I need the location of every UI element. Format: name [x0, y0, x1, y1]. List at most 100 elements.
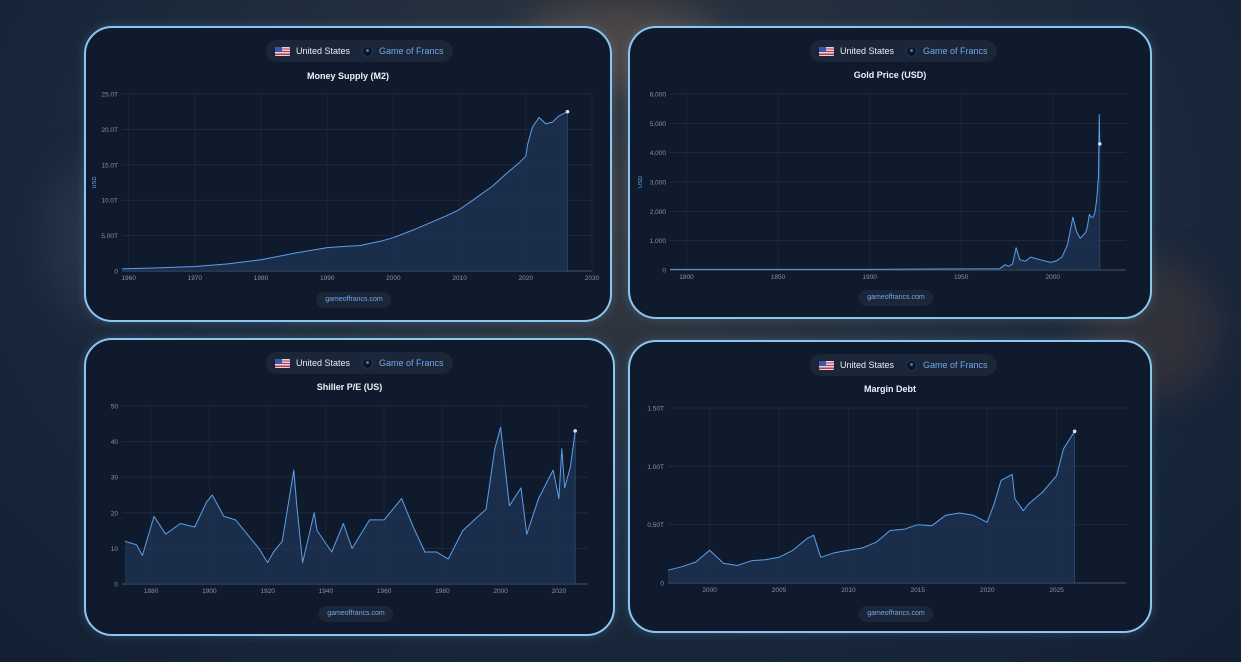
us-flag-icon [819, 46, 834, 56]
y-tick-label: 15.0T [101, 162, 118, 169]
series-line [670, 114, 1101, 270]
x-tick-label: 1970 [188, 275, 203, 282]
country-label: United States [296, 46, 351, 56]
series-line [121, 111, 568, 270]
us-flag-icon [275, 358, 290, 368]
game-of-francs-logo-icon [362, 45, 374, 57]
y-tick-label: 1.00T [647, 464, 664, 471]
x-tick-label: 1990 [320, 275, 335, 282]
country-label: United States [840, 360, 895, 370]
brand-label: Game of Francs [379, 358, 444, 368]
y-tick-label: 0 [662, 268, 666, 275]
x-tick-label: 2030 [585, 275, 600, 282]
y-axis-label: USD [638, 176, 644, 188]
y-tick-label: 40 [111, 439, 119, 446]
game-of-francs-logo-icon [906, 45, 918, 57]
x-tick-label: 2005 [772, 587, 787, 594]
y-tick-label: 20 [111, 510, 119, 517]
country-label: United States [296, 358, 351, 368]
chart-card-gold-price: United States Game of Francs Gold Price … [628, 26, 1152, 319]
brand-label: Game of Francs [379, 46, 444, 56]
y-tick-label: 50 [111, 404, 119, 411]
us-flag-icon [819, 360, 834, 370]
y-tick-label: 0 [114, 269, 118, 276]
chart-title: Shiller P/E (US) [316, 382, 383, 392]
y-tick-label: 6,000 [650, 92, 667, 99]
x-tick-label: 2020 [980, 587, 995, 594]
us-flag-icon [275, 46, 290, 56]
y-tick-label: 10.0T [101, 198, 118, 205]
y-tick-label: 0 [660, 581, 664, 588]
x-tick-label: 1880 [144, 588, 159, 595]
latest-value-point[interactable] [1098, 142, 1102, 146]
y-tick-label: 0 [114, 582, 118, 589]
y-tick-label: 0.50T [647, 522, 664, 529]
chart-card-money-supply: United States Game of Francs Money Suppl… [84, 26, 612, 322]
latest-value-point[interactable] [573, 429, 577, 433]
chart-header-pill[interactable]: United States Game of Francs [266, 352, 453, 374]
x-tick-label: 2015 [911, 587, 926, 594]
brand-label: Game of Francs [923, 360, 988, 370]
brand-label: Game of Francs [923, 46, 988, 56]
chart-title: Money Supply (M2) [306, 71, 389, 81]
series-area [670, 114, 1100, 270]
x-tick-label: 1980 [435, 588, 450, 595]
series-area [668, 431, 1075, 583]
chart-title: Margin Debt [863, 384, 916, 394]
chart-header-pill[interactable]: United States Game of Francs [266, 40, 453, 62]
latest-value-point[interactable] [1072, 429, 1077, 434]
x-tick-label: 1900 [862, 274, 877, 281]
chart-header-pill[interactable]: United States Game of Francs [810, 40, 997, 62]
x-tick-label: 1960 [377, 588, 392, 595]
x-tick-label: 1950 [954, 274, 969, 281]
x-tick-label: 2000 [702, 587, 717, 594]
chart-plot: 0 5.00T 10.0T 15.0T 20.0T 25.0T 1960 1970 1980 19… [92, 92, 600, 283]
country-label: United States [840, 46, 895, 56]
y-tick-label: 3,000 [650, 180, 667, 187]
y-tick-label: 20.0T [101, 127, 118, 134]
y-tick-label: 5.00T [101, 233, 118, 240]
y-tick-label: 4,000 [650, 150, 667, 157]
x-tick-label: 2000 [493, 588, 508, 595]
chart-plot: 0 0.50T 1.00T 1.50T 2000 2005 2010 2015 2020 2025 [647, 406, 1126, 594]
chart-card-margin-debt: United States Game of Francs Margin Debt… [628, 340, 1152, 633]
y-tick-label: 25.0T [101, 92, 118, 99]
y-tick-label: 30 [111, 475, 119, 482]
y-tick-label: 2,000 [650, 209, 667, 216]
chart-plot: 0 1,000 2,000 3,000 4,000 5,000 6,000 1800 1850 1… [638, 92, 1126, 281]
game-of-francs-logo-icon [362, 357, 374, 369]
y-tick-label: 1,000 [650, 238, 667, 245]
footer-link[interactable]: gameoffrancs.com [858, 606, 934, 622]
x-tick-label: 2020 [552, 588, 567, 595]
game-of-francs-logo-icon [906, 359, 918, 371]
x-tick-label: 2020 [519, 275, 534, 282]
y-tick-label: 10 [111, 546, 119, 553]
y-tick-label: 1.50T [647, 406, 664, 413]
footer-link[interactable]: gameoffrancs.com [858, 290, 934, 306]
chart-title: Gold Price (USD) [853, 70, 927, 80]
series-line [124, 426, 576, 564]
series-area [122, 111, 568, 271]
x-tick-label: 2025 [1049, 587, 1064, 594]
x-tick-label: 2000 [386, 275, 401, 282]
x-tick-label: 1800 [679, 274, 694, 281]
chart-card-shiller-pe: United States Game of Francs Shiller P/E… [84, 338, 615, 636]
footer-link[interactable]: gameoffrancs.com [316, 292, 392, 308]
footer-link[interactable]: gameoffrancs.com [318, 606, 394, 622]
x-tick-label: 2010 [452, 275, 467, 282]
x-tick-label: 1960 [121, 275, 136, 282]
series-area [124, 427, 576, 584]
y-axis-label: USD [92, 177, 98, 189]
x-tick-label: 1980 [254, 275, 269, 282]
x-tick-label: 1920 [260, 588, 275, 595]
chart-header-pill[interactable]: United States Game of Francs [810, 354, 997, 376]
latest-value-point[interactable] [565, 109, 570, 114]
x-tick-label: 1850 [771, 274, 786, 281]
x-tick-label: 2010 [841, 587, 856, 594]
series-line [667, 431, 1076, 571]
x-tick-label: 2000 [1046, 274, 1061, 281]
y-tick-label: 5,000 [650, 121, 667, 128]
x-tick-label: 1900 [202, 588, 217, 595]
chart-plot: 0 10 20 30 40 50 1880 1900 1920 1940 1960 1980 2000 2… [111, 404, 588, 595]
x-tick-label: 1940 [319, 588, 334, 595]
